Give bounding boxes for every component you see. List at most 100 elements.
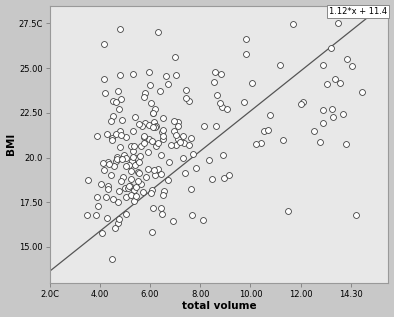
Point xyxy=(118,132,124,137)
Point xyxy=(123,155,129,160)
Point xyxy=(180,133,186,139)
Point xyxy=(343,142,349,147)
Point xyxy=(94,134,100,139)
Point xyxy=(118,178,124,183)
Point xyxy=(320,62,326,68)
Y-axis label: BMI: BMI xyxy=(6,133,15,155)
Point xyxy=(214,93,220,98)
Point xyxy=(106,162,113,167)
Point xyxy=(128,158,135,164)
Point xyxy=(317,140,323,145)
Point xyxy=(130,187,137,192)
Point xyxy=(130,148,137,153)
Point xyxy=(104,159,111,165)
Point xyxy=(141,140,147,145)
Point xyxy=(109,135,115,140)
Point xyxy=(173,132,179,137)
Point xyxy=(335,21,341,26)
Point xyxy=(158,171,164,177)
Point xyxy=(153,123,159,128)
Point xyxy=(160,127,166,132)
Point xyxy=(160,193,166,198)
Point xyxy=(146,69,152,74)
Point xyxy=(330,115,336,120)
Point xyxy=(152,106,158,111)
Point xyxy=(213,123,219,128)
Point xyxy=(108,172,114,178)
Point xyxy=(142,121,148,126)
Point xyxy=(290,21,296,26)
Point xyxy=(114,220,121,225)
Point xyxy=(300,99,306,104)
Point xyxy=(329,107,335,112)
Point xyxy=(159,129,165,134)
Point xyxy=(241,100,247,105)
Point xyxy=(110,197,116,202)
Point xyxy=(132,114,138,119)
Point xyxy=(133,194,139,199)
Point xyxy=(220,152,227,157)
Point xyxy=(169,218,176,223)
Point xyxy=(95,204,101,209)
Point xyxy=(109,257,115,262)
Point xyxy=(353,212,359,217)
Point xyxy=(277,62,283,67)
Point xyxy=(175,136,181,141)
Point xyxy=(120,174,126,179)
Point xyxy=(158,153,164,158)
Text: 1.12*x + 11.4: 1.12*x + 11.4 xyxy=(329,7,387,16)
Point xyxy=(136,171,142,176)
Point xyxy=(200,218,206,223)
Point xyxy=(138,182,144,187)
Point xyxy=(146,137,152,142)
Point xyxy=(117,72,123,77)
Point xyxy=(138,144,144,149)
Point xyxy=(151,120,157,125)
Point xyxy=(116,107,123,112)
Point xyxy=(206,158,212,163)
Point xyxy=(119,118,126,123)
Point xyxy=(110,98,116,103)
Point xyxy=(150,110,156,115)
Point xyxy=(100,160,106,165)
Point xyxy=(320,120,326,125)
Point xyxy=(130,71,136,76)
Point xyxy=(188,135,194,140)
Point xyxy=(226,173,232,178)
Point xyxy=(188,187,194,192)
Point xyxy=(144,149,151,154)
Point xyxy=(98,181,104,186)
Point xyxy=(183,95,189,100)
Point xyxy=(160,115,166,120)
Point xyxy=(116,188,123,193)
Point xyxy=(150,111,156,116)
Point xyxy=(123,194,129,199)
Point xyxy=(161,189,167,194)
Point xyxy=(340,112,346,117)
Point xyxy=(142,91,149,96)
Point xyxy=(101,167,107,172)
Point xyxy=(126,162,132,167)
Point xyxy=(180,155,186,160)
Point xyxy=(116,217,123,222)
Point xyxy=(149,187,155,192)
Point xyxy=(84,212,91,217)
Point xyxy=(224,107,230,112)
Point xyxy=(285,209,291,214)
Point xyxy=(105,183,111,188)
Point xyxy=(128,177,134,182)
Point xyxy=(166,159,173,165)
Point xyxy=(111,163,117,168)
Point xyxy=(136,122,142,127)
Point xyxy=(189,212,195,217)
Point xyxy=(114,154,120,159)
Point xyxy=(332,76,338,81)
Point xyxy=(260,128,267,133)
Point xyxy=(126,184,132,189)
Point xyxy=(212,69,218,74)
Point xyxy=(181,140,187,146)
Point xyxy=(243,52,249,57)
Point xyxy=(172,55,178,60)
Point xyxy=(324,81,330,86)
Point xyxy=(150,205,156,210)
